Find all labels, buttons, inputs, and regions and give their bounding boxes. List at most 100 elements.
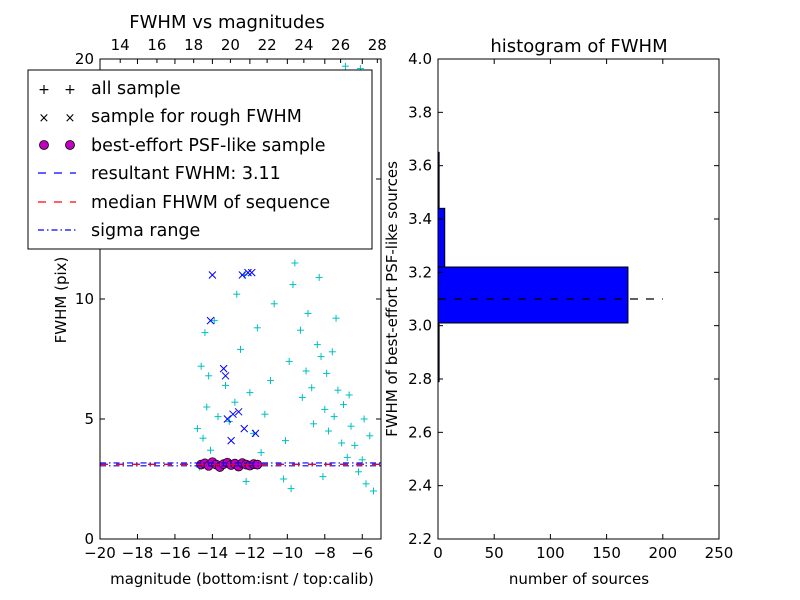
y-tick-label: 3.4	[408, 210, 432, 228]
histogram-bar	[437, 266, 629, 324]
legend-label: resultant FWHM: 3.11	[91, 164, 281, 184]
histogram-panel: histogram of FWHM number of sources FWHM…	[383, 36, 733, 588]
scatter-point-rough-sample	[240, 424, 249, 433]
legend-item-sigma[interactable]: sigma range	[38, 221, 200, 241]
y-tick-label: 2.4	[408, 477, 432, 495]
legend-item-rough-sample[interactable]: × × sample for rough FWHM	[39, 107, 302, 127]
x-marker-icon: ×	[39, 111, 50, 126]
x-marker-icon: ×	[65, 111, 76, 126]
scatter-point-all-sample	[345, 391, 353, 399]
scatter-point-rough-sample	[206, 316, 215, 325]
scatter-point-all-sample	[296, 326, 304, 334]
scatter-point-all-sample	[246, 389, 254, 397]
scatter-point-all-sample	[257, 449, 265, 457]
histogram-plot-area	[437, 151, 663, 383]
scatter-point-all-sample	[285, 357, 293, 365]
top-x-tick-label: 16	[147, 36, 166, 54]
y-tick-label: 5	[84, 410, 94, 428]
x-tick-label: −16	[159, 544, 191, 562]
scatter-point-all-sample	[253, 324, 261, 332]
scatter-point-all-sample	[233, 290, 241, 298]
scatter-point-all-sample	[302, 367, 310, 375]
scatter-point-all-sample	[343, 453, 351, 461]
legend-item-all-sample[interactable]: + + all sample	[38, 79, 181, 99]
top-x-tick-label: 28	[368, 36, 387, 54]
top-x-tick-label: 20	[221, 36, 240, 54]
scatter-point-all-sample	[334, 386, 342, 394]
scatter-point-all-sample	[370, 487, 378, 495]
scatter-point-all-sample	[328, 348, 336, 356]
scatter-point-all-sample	[325, 427, 333, 435]
y-tick-label: 3.2	[408, 263, 432, 281]
x-tick-label: −14	[197, 544, 229, 562]
y-tick-label: 3.0	[408, 317, 432, 335]
scatter-point-rough-sample	[247, 268, 256, 277]
x-tick-label: −20	[84, 544, 116, 562]
circle-marker-icon	[39, 140, 49, 150]
scatter-point-rough-sample	[227, 436, 235, 445]
scatter-point-all-sample	[270, 300, 278, 308]
scatter-point-rough-sample	[223, 415, 232, 423]
plus-marker-icon: +	[64, 82, 76, 98]
scatter-panel: FWHM vs magnitudes magnitude (bottom:isn…	[27, 12, 387, 588]
scatter-point-all-sample	[199, 434, 207, 442]
scatter-point-rough-sample	[244, 268, 252, 277]
top-x-tick-label: 24	[294, 36, 313, 54]
scatter-point-all-sample	[347, 422, 355, 430]
scatter-point-all-sample	[321, 405, 329, 413]
x-tick-label: 200	[648, 544, 677, 562]
legend-item-psf-sample[interactable]: best-effort PSF-like sample	[39, 136, 326, 156]
histogram-title: histogram of FWHM	[490, 36, 667, 57]
scatter-point-all-sample	[266, 377, 274, 385]
scatter-point-all-sample	[332, 314, 340, 322]
scatter-point-all-sample	[323, 369, 331, 377]
scatter-title: FWHM vs magnitudes	[129, 12, 324, 33]
scatter-point-all-sample	[289, 281, 297, 289]
scatter-point-all-sample	[338, 439, 346, 447]
y-tick-label: 2.8	[408, 370, 432, 388]
circle-marker-icon	[65, 140, 75, 150]
scatter-axes-frame	[99, 58, 382, 540]
scatter-x-axis-label: magnitude (bottom:isnt / top:calib)	[110, 570, 374, 588]
legend-label: median FHWM of sequence	[91, 193, 330, 213]
scatter-point-all-sample	[366, 432, 374, 440]
scatter-point-all-sample	[355, 468, 363, 476]
scatter-point-all-sample	[360, 415, 368, 423]
y-tick-label: 10	[75, 290, 94, 308]
scatter-point-rough-sample	[221, 371, 230, 380]
legend-label: all sample	[91, 79, 181, 99]
scatter-legend[interactable]: + + all sample × × sample for rough FWHM…	[27, 69, 373, 250]
scatter-point-all-sample	[362, 480, 370, 488]
x-tick-label: 100	[536, 544, 565, 562]
scatter-point-rough-sample	[219, 364, 228, 373]
scatter-point-all-sample	[330, 413, 338, 421]
scatter-point-all-sample	[197, 362, 205, 370]
scatter-point-all-sample	[237, 345, 244, 353]
y-tick-label: 3.6	[408, 157, 432, 175]
scatter-point-all-sample	[308, 384, 316, 392]
scatter-y-axis-label: FWHM (pix)	[52, 257, 70, 344]
scatter-point-all-sample	[291, 259, 299, 267]
x-tick-label: −10	[272, 544, 304, 562]
scatter-point-all-sample	[281, 437, 289, 445]
legend-item-median[interactable]: median FHWM of sequence	[38, 193, 330, 213]
scatter-point-all-sample	[315, 273, 323, 281]
top-x-tick-label: 26	[331, 36, 350, 54]
scatter-ticks: −20−18−16−14−12−10−8−6051015201416182022…	[75, 36, 387, 562]
scatter-point-all-sample	[319, 473, 327, 481]
legend-item-resultant-fwhm[interactable]: resultant FWHM: 3.11	[38, 164, 281, 184]
top-x-tick-label: 14	[111, 36, 130, 54]
scatter-point-all-sample	[242, 477, 250, 485]
scatter-point-all-sample	[304, 309, 312, 317]
scatter-point-all-sample	[261, 410, 269, 418]
scatter-point-rough-sample	[208, 271, 217, 279]
scatter-point-all-sample	[298, 393, 306, 401]
scatter-point-all-sample	[280, 475, 288, 483]
scatter-point-all-sample	[214, 413, 222, 421]
scatter-point-all-sample	[341, 62, 349, 70]
x-tick-label: −18	[122, 544, 154, 562]
scatter-point-all-sample	[207, 446, 215, 454]
scatter-point-all-sample	[340, 401, 348, 409]
legend-label: best-effort PSF-like sample	[91, 136, 326, 156]
